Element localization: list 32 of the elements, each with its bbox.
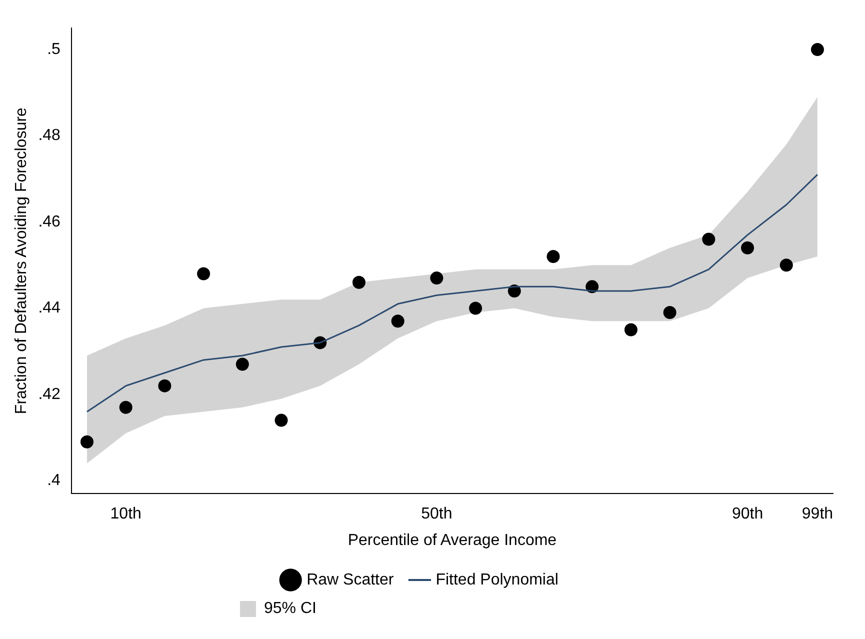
legend-label: Fitted Polynomial <box>436 571 558 588</box>
point <box>624 323 638 336</box>
y-tick-label: .44 <box>38 300 61 317</box>
text: 95% CI <box>264 600 316 618</box>
y-axis-title: Fraction of Defaulters Avoiding Foreclosure <box>13 107 30 414</box>
x-axis-title: Percentile of Average Income <box>348 532 557 549</box>
point <box>741 241 754 254</box>
point <box>430 272 444 285</box>
y-tick-label: .46 <box>38 213 61 230</box>
point <box>119 400 132 414</box>
point <box>391 314 404 328</box>
x-tick-label: 99th <box>802 506 834 523</box>
y-tick-label: .42 <box>38 386 61 403</box>
y-tick-label: .4 <box>47 472 61 490</box>
point <box>469 302 482 315</box>
point <box>197 267 210 280</box>
y-tick-label: .48 <box>38 127 61 144</box>
y-tick-label: .5 <box>47 40 61 58</box>
x-tick-label: 90th <box>732 506 764 523</box>
x-tick-label: 50th <box>421 506 452 523</box>
point <box>158 379 172 392</box>
point <box>810 43 824 56</box>
x-tick-label: 10th <box>110 506 142 523</box>
point <box>80 435 94 448</box>
legend-label: Raw Scatter <box>306 571 394 588</box>
point <box>352 276 366 289</box>
point <box>780 258 793 272</box>
point <box>274 414 288 427</box>
point <box>236 358 249 371</box>
point <box>702 232 716 246</box>
point <box>663 306 676 320</box>
point <box>546 250 560 263</box>
